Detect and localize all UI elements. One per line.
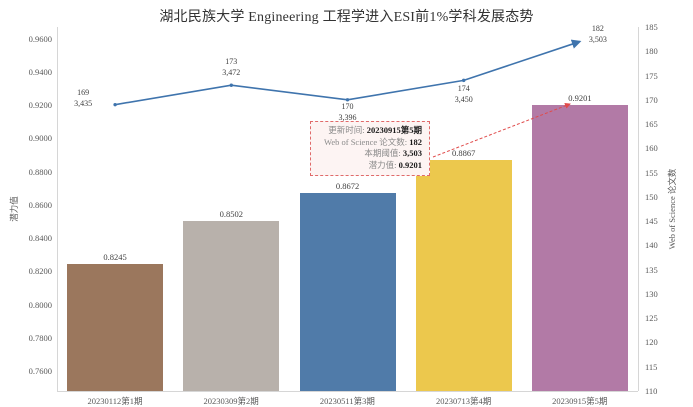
x-axis-category-label: 20230511第3期 <box>319 396 375 406</box>
right-axis-tick-label: 150 <box>645 191 658 202</box>
line-point-label-text: 3,503 <box>588 34 607 44</box>
line-point-label: 174 3,450 <box>434 83 494 105</box>
right-axis-tick-label: 180 <box>645 46 658 57</box>
line-point-label: 182 3,503 <box>568 23 628 45</box>
right-axis-tick-label: 120 <box>645 337 658 348</box>
callout-row-value: 0.9201 <box>398 159 422 170</box>
bar-value-label: 0.8245 <box>103 251 127 262</box>
line-point-marker <box>345 98 350 102</box>
bar-value-label: 0.8502 <box>219 209 243 220</box>
callout-row: 潜力值: 0.9201 <box>317 160 422 172</box>
line-point-label-text: 182 <box>591 23 604 33</box>
left-axis-tick-label: 0.8200 <box>28 266 52 277</box>
line-point-label-text: 3,450 <box>454 95 473 105</box>
left-axis-tick-label: 0.9000 <box>28 133 52 144</box>
bar-20230309第2期 <box>183 221 280 391</box>
right-axis-tick-label: 145 <box>645 216 658 227</box>
callout-row-label: 潜力值: <box>368 159 399 170</box>
left-axis-tick-label: 0.9400 <box>28 66 52 77</box>
line-point-label-text: 3,472 <box>222 68 241 78</box>
callout-row-label: 更新时间: <box>328 125 367 135</box>
bar-value-label: 0.8672 <box>335 180 360 191</box>
left-axis-tick-label: 0.9200 <box>28 100 52 111</box>
right-axis-tick-label: 165 <box>645 119 658 130</box>
right-axis-tick-label: 160 <box>645 143 658 154</box>
callout-row: 更新时间: 20230915第5期 <box>317 125 422 137</box>
left-axis-tick-label: 0.8400 <box>28 233 52 244</box>
line-point-label-text: 170 <box>341 101 354 111</box>
right-axis-tick-label: 135 <box>645 264 658 275</box>
x-axis-category-label: 20230309第2期 <box>203 396 259 406</box>
left-axis-tick-label: 0.8000 <box>28 299 52 310</box>
callout-row: 本期阈值: 3,503 <box>317 148 422 160</box>
line-point-marker <box>229 83 233 87</box>
right-axis-tick-label: 140 <box>645 240 658 251</box>
line-point-label: 170 3,396 <box>318 101 378 123</box>
bar-value-label: 0.8867 <box>452 148 476 159</box>
right-axis-tick-label: 175 <box>645 70 658 81</box>
left-axis-tick-label: 0.9600 <box>28 33 52 44</box>
right-axis-tick-label: 110 <box>645 386 658 396</box>
bar-value-label: 0.9201 <box>568 92 592 103</box>
callout-connector-arrow <box>432 103 571 158</box>
data-callout-box: 更新时间: 20230915第5期 Web of Science 论文数: 182… <box>310 121 430 176</box>
callout-row-value: 182 <box>409 136 422 147</box>
bottom-axis-line <box>57 391 638 392</box>
left-axis-tick-label: 0.8800 <box>28 166 52 177</box>
right-axis-tick-label: 130 <box>645 288 658 299</box>
line-point-label-text: 169 <box>77 87 90 97</box>
bar-20230112第1期 <box>67 263 164 391</box>
wos-line-series <box>114 39 582 106</box>
right-axis-tick-label: 115 <box>645 361 658 372</box>
line-point-label-text: 3,435 <box>74 98 93 108</box>
right-axis-tick-label: 185 <box>645 22 658 32</box>
x-axis-category-label: 20230713第4期 <box>435 396 492 406</box>
line-point-label-text: 3,396 <box>338 112 357 122</box>
right-axis-tick-label: 125 <box>645 313 658 324</box>
callout-row-value: 3,503 <box>402 148 422 158</box>
line-point-label: 173 3,472 <box>201 56 261 78</box>
left-axis-tick-label: 0.7800 <box>28 332 52 343</box>
chart-title: 湖北民族大学 Engineering 工程学进入ESI前1%学科发展态势 <box>159 10 534 25</box>
left-axis-tick-label: 0.8600 <box>28 199 52 210</box>
right-axis-tick-label: 170 <box>645 94 658 105</box>
right-axis-line <box>638 27 639 391</box>
bar-20230511第3期 <box>299 192 396 391</box>
bar-20230713第4期 <box>415 160 512 391</box>
x-axis-category-label: 20230915第5期 <box>552 396 608 406</box>
left-axis-line <box>57 27 58 391</box>
line-point-marker <box>113 102 117 107</box>
left-axis-tick-label: 0.7600 <box>28 366 52 377</box>
line-point-marker <box>462 78 466 83</box>
right-axis-tick-label: 155 <box>645 167 658 178</box>
callout-row-value: 20230915第5期 <box>366 125 422 135</box>
callout-row: Web of Science 论文数: 182 <box>317 137 422 149</box>
callout-row-label: 本期阈值: <box>364 148 403 158</box>
line-point-label-text: 174 <box>457 84 470 94</box>
bar-20230915第5期 <box>531 104 628 391</box>
callout-row-label: Web of Science 论文数: <box>324 136 410 147</box>
line-point-label: 169 3,435 <box>53 87 113 109</box>
line-point-label-text: 173 <box>225 57 238 67</box>
x-axis-category-label: 20230112第1期 <box>87 396 143 406</box>
